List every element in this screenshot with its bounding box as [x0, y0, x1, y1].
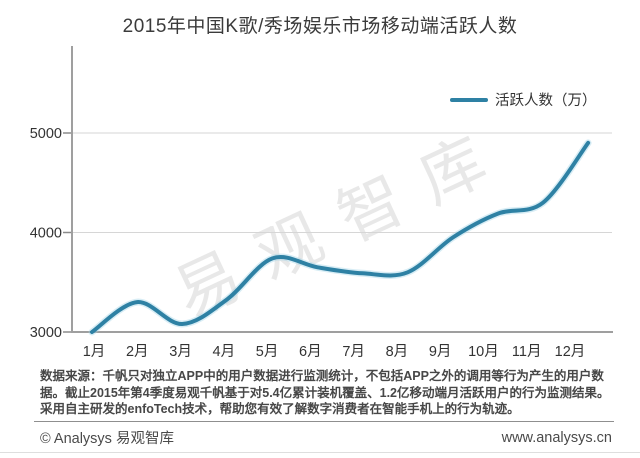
chart-title: 2015年中国K歌/秀场娱乐市场移动端活跃人数: [122, 16, 518, 37]
footer-divider: [34, 421, 614, 422]
x-axis-label: 3月: [169, 344, 192, 360]
footer: © Analysys 易观智库 www.analysys.cn: [40, 427, 612, 448]
x-axis-label: 7月: [342, 344, 365, 360]
x-axis-label: 5月: [256, 344, 279, 360]
x-axis-label: 1月: [83, 344, 106, 360]
x-axis-label: 2月: [126, 344, 149, 360]
series-line: [90, 140, 591, 334]
website-link[interactable]: www.analysys.cn: [501, 429, 612, 446]
source-note: 数据来源：千帆只对独立APP中的用户数据进行监测统计，不包括APP之外的调用等行…: [40, 369, 610, 417]
copyright-text: © Analysys 易观智库: [40, 431, 174, 447]
legend: 活跃人数（万）: [450, 89, 597, 110]
x-axis-label: 11月: [512, 344, 542, 360]
y-axis-label: 5000: [30, 126, 62, 142]
bottom-edge-line: [0, 452, 640, 453]
x-axis-label: 10月: [468, 344, 499, 360]
x-axis-label: 9月: [429, 344, 452, 360]
y-axis-label: 4000: [30, 226, 62, 242]
x-axis-label: 6月: [299, 344, 322, 360]
legend-label: 活跃人数（万）: [495, 93, 597, 109]
series-line-halo: [88, 139, 592, 336]
y-axis-label: 3000: [30, 325, 62, 341]
x-axis-label: 8月: [386, 344, 409, 360]
x-axis-label: 4月: [213, 344, 236, 360]
x-axis-label: 12月: [555, 344, 586, 360]
legend-line-swatch: [450, 97, 488, 102]
